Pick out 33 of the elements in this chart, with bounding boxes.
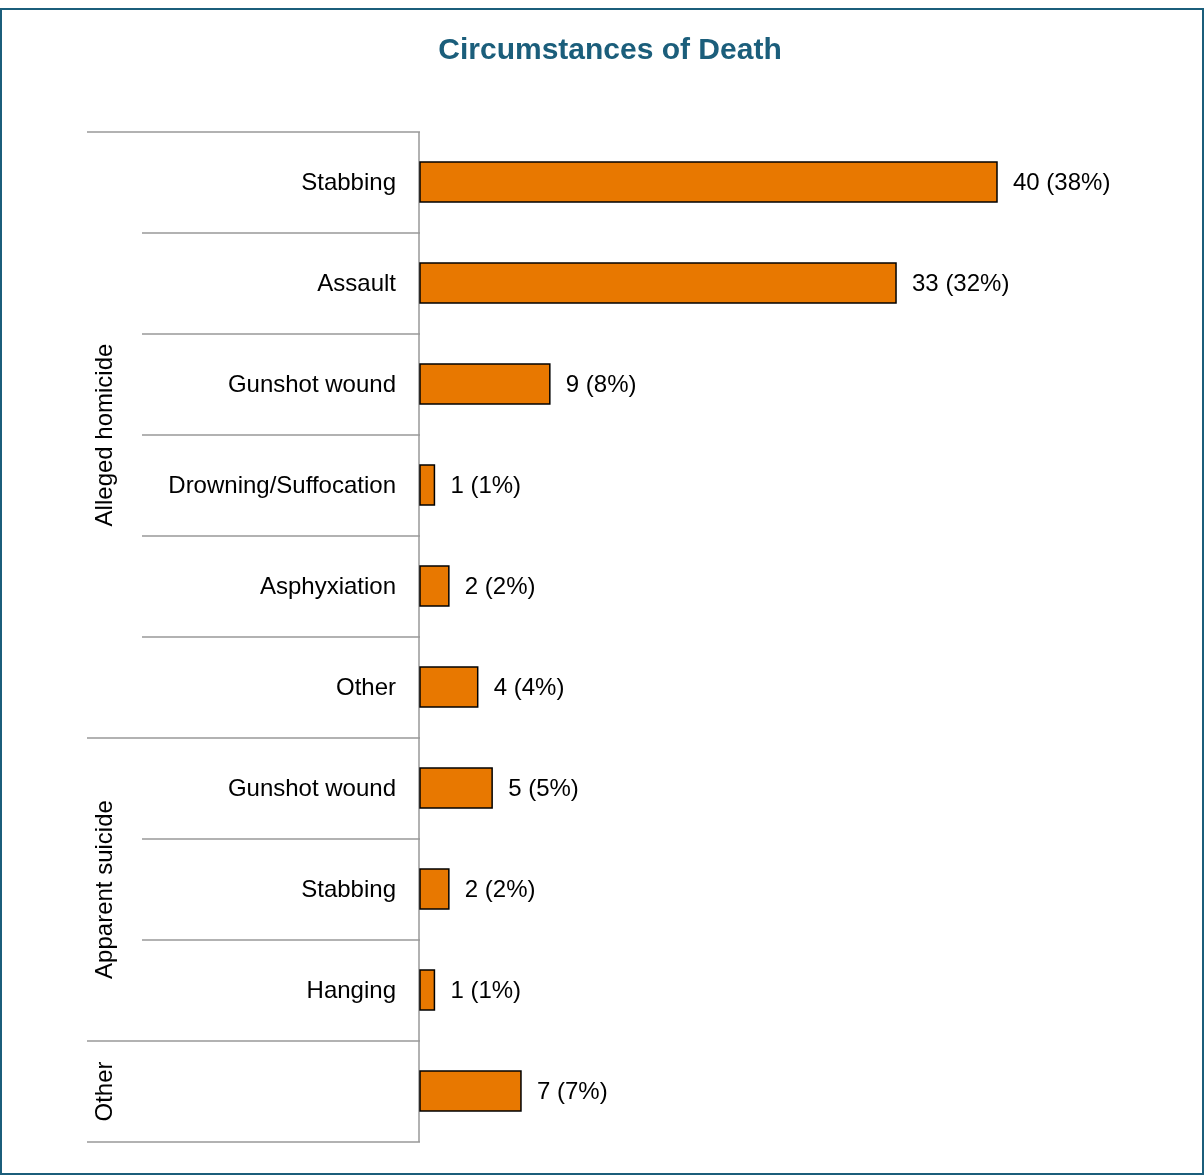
bar — [419, 464, 436, 506]
data-label: 9 (8%) — [565, 370, 637, 398]
bar — [419, 262, 897, 304]
data-label: 40 (38%) — [1013, 168, 1111, 196]
y-tick-label: Other — [335, 673, 396, 701]
bar — [419, 767, 493, 809]
data-label: 5 (5%) — [508, 774, 579, 802]
y-tick-label: Gunshot wound — [227, 774, 396, 802]
text: Other — [90, 1061, 118, 1122]
data-label: 7 (7%) — [536, 1077, 608, 1105]
data-label: 33 (32%) — [912, 269, 1010, 297]
y-tick-label: Stabbing — [301, 168, 396, 196]
bar — [419, 969, 436, 1011]
y-tick-label: Gunshot wound — [227, 370, 396, 398]
data-label: 1 (1%) — [450, 471, 522, 499]
bar — [419, 666, 479, 708]
chart-title: Circumstances of Death — [438, 31, 782, 65]
text: Alleged homicide — [90, 343, 118, 527]
bar — [419, 363, 551, 405]
bar — [419, 565, 450, 607]
bar — [419, 1070, 522, 1112]
y-tick-label: Drowning/Suffocation — [168, 471, 396, 499]
y-tick-label: Asphyxiation — [259, 572, 396, 600]
data-label: 2 (2%) — [464, 572, 536, 600]
data-label: 2 (2%) — [464, 875, 536, 903]
data-label: 4 (4%) — [493, 673, 565, 701]
y-tick-label: Assault — [317, 269, 397, 297]
data-label: 1 (1%) — [450, 976, 522, 1004]
bar — [419, 868, 450, 910]
text: Apparent suicide — [90, 800, 118, 979]
bar — [419, 161, 998, 203]
y-tick-label: Hanging — [306, 976, 396, 1004]
y-tick-label: Stabbing — [301, 875, 396, 903]
